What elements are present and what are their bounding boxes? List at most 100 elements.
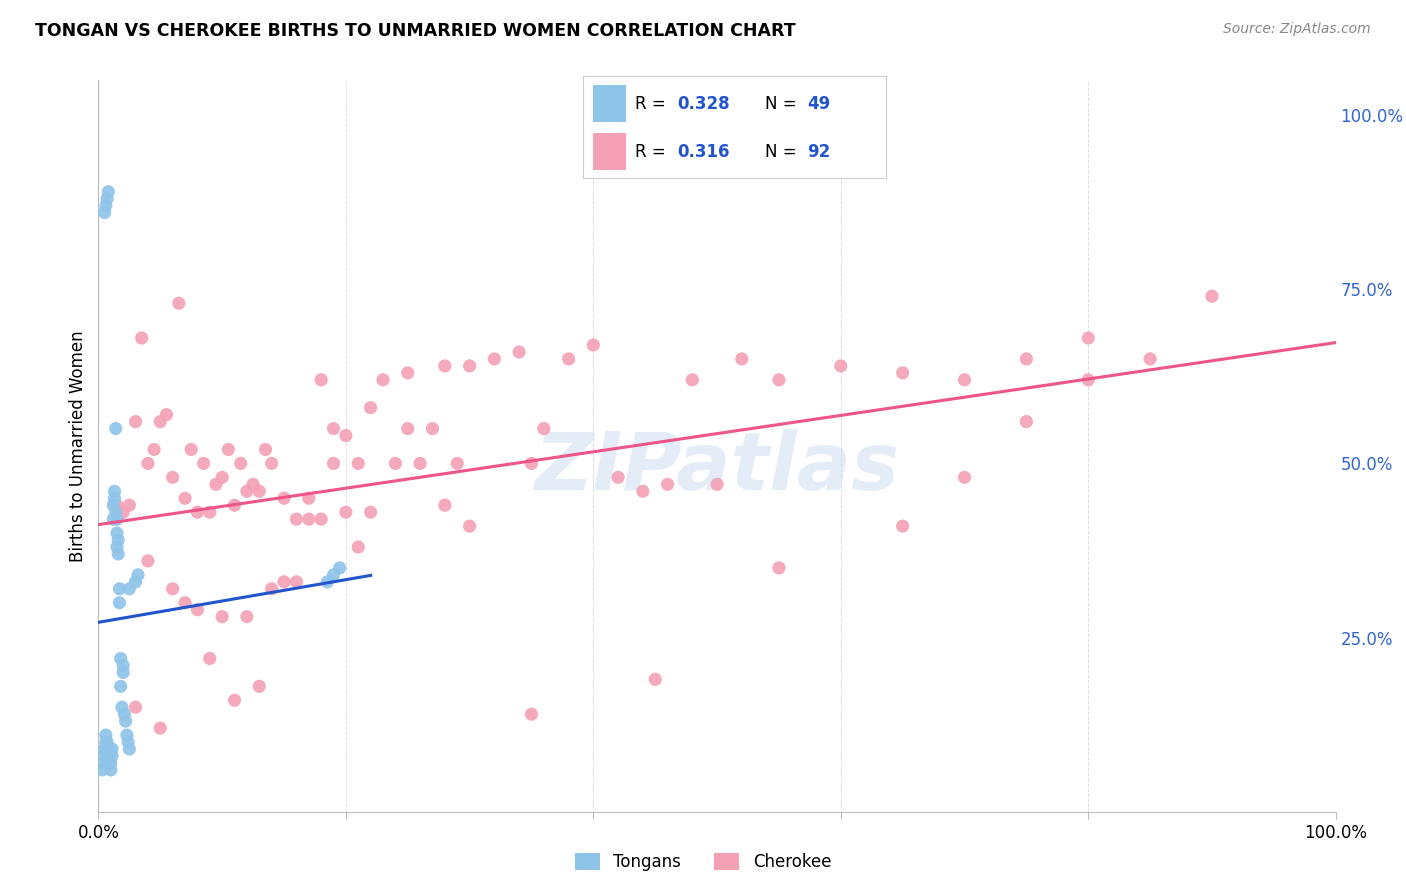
Point xyxy=(322,567,344,582)
Point xyxy=(107,533,129,547)
Point xyxy=(174,491,197,506)
Point xyxy=(229,457,252,471)
Point xyxy=(217,442,239,457)
Point xyxy=(107,547,129,561)
Point xyxy=(254,442,277,457)
Point xyxy=(1077,331,1099,345)
Point xyxy=(298,512,321,526)
Point xyxy=(143,442,166,457)
Point xyxy=(384,457,406,471)
Point xyxy=(347,457,370,471)
Point xyxy=(117,735,139,749)
Point xyxy=(273,574,295,589)
Point xyxy=(124,700,146,714)
Point xyxy=(446,457,468,471)
Point xyxy=(830,359,852,373)
Point xyxy=(533,421,555,435)
Point xyxy=(508,345,530,359)
Point xyxy=(236,484,259,499)
Point xyxy=(557,351,579,366)
Point xyxy=(100,763,122,777)
Point xyxy=(205,477,228,491)
Y-axis label: Births to Unmarried Women: Births to Unmarried Women xyxy=(69,330,87,562)
Point xyxy=(93,205,115,219)
Point xyxy=(127,567,149,582)
FancyBboxPatch shape xyxy=(592,133,626,170)
Point xyxy=(347,540,370,554)
Point xyxy=(91,763,114,777)
Point xyxy=(131,331,153,345)
Point xyxy=(1201,289,1223,303)
Point xyxy=(247,679,270,693)
Point xyxy=(260,582,283,596)
Point xyxy=(316,574,339,589)
Point xyxy=(644,673,666,687)
Point xyxy=(409,457,432,471)
Point xyxy=(1015,415,1038,429)
Text: 49: 49 xyxy=(807,95,831,112)
Point xyxy=(110,679,132,693)
Text: R =: R = xyxy=(636,95,671,112)
Point xyxy=(100,756,122,770)
Point xyxy=(114,714,136,728)
Point xyxy=(112,505,135,519)
Point xyxy=(97,749,120,764)
Point xyxy=(520,457,543,471)
Point xyxy=(953,373,976,387)
Point xyxy=(115,728,138,742)
Point xyxy=(285,574,308,589)
Point xyxy=(953,470,976,484)
Point xyxy=(124,574,146,589)
Point xyxy=(360,401,382,415)
Point xyxy=(422,421,444,435)
Point xyxy=(112,665,135,680)
Point xyxy=(211,470,233,484)
Point xyxy=(98,749,121,764)
Point xyxy=(236,609,259,624)
Point xyxy=(433,498,456,512)
Point xyxy=(149,721,172,735)
Point xyxy=(1139,351,1161,366)
Point xyxy=(124,415,146,429)
Point xyxy=(93,749,115,764)
Point xyxy=(309,373,332,387)
Point xyxy=(768,561,790,575)
Text: N =: N = xyxy=(765,143,801,161)
Point xyxy=(484,351,506,366)
Text: 92: 92 xyxy=(807,143,831,161)
Point xyxy=(118,742,141,756)
Point xyxy=(112,707,135,722)
Point xyxy=(186,603,208,617)
Point xyxy=(891,366,914,380)
Point xyxy=(657,477,679,491)
Point xyxy=(94,728,117,742)
Point xyxy=(706,477,728,491)
Point xyxy=(136,457,159,471)
Point xyxy=(198,505,221,519)
Point xyxy=(260,457,283,471)
Point xyxy=(97,185,120,199)
Point xyxy=(1015,351,1038,366)
Point xyxy=(1077,373,1099,387)
Point xyxy=(118,498,141,512)
Point xyxy=(94,199,117,213)
FancyBboxPatch shape xyxy=(592,85,626,122)
Text: TONGAN VS CHEROKEE BIRTHS TO UNMARRIED WOMEN CORRELATION CHART: TONGAN VS CHEROKEE BIRTHS TO UNMARRIED W… xyxy=(35,22,796,40)
Point xyxy=(371,373,394,387)
Point xyxy=(94,735,117,749)
Point xyxy=(211,609,233,624)
Point xyxy=(96,735,118,749)
Point xyxy=(104,421,127,435)
Point xyxy=(101,749,124,764)
Text: R =: R = xyxy=(636,143,671,161)
Point xyxy=(285,512,308,526)
Point xyxy=(768,373,790,387)
Point xyxy=(103,484,125,499)
Point xyxy=(309,512,332,526)
Point xyxy=(607,470,630,484)
Point xyxy=(104,505,127,519)
Point xyxy=(273,491,295,506)
Point xyxy=(247,484,270,499)
Point xyxy=(891,519,914,533)
Point xyxy=(224,498,246,512)
